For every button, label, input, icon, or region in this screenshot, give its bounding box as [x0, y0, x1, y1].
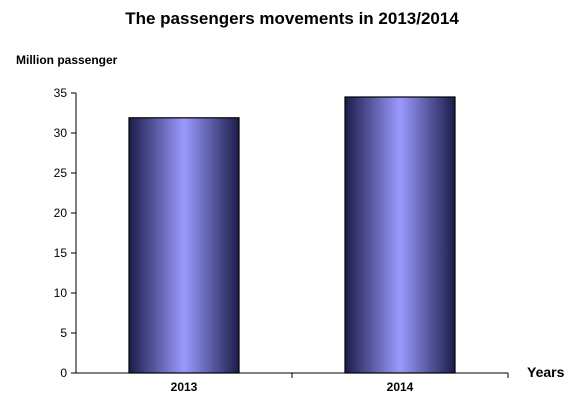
y-tick-label: 20 — [54, 206, 68, 220]
bar-2014 — [344, 96, 456, 374]
plot-area: 0 5 10 15 20 25 30 35 2013 2014 — [54, 86, 509, 394]
x-tick-label-2014: 2014 — [387, 380, 414, 394]
y-tick-label: 35 — [54, 86, 68, 100]
bar-2013 — [128, 117, 240, 374]
y-tick-label: 15 — [54, 246, 68, 260]
x-axis-label: Years — [527, 364, 565, 380]
y-axis-label: Million passenger — [16, 53, 118, 67]
y-tick-label: 25 — [54, 166, 68, 180]
y-tick-label: 10 — [54, 286, 68, 300]
y-tick-label: 0 — [60, 366, 67, 380]
chart-title: The passengers movements in 2013/2014 — [125, 9, 459, 28]
y-tick-label: 30 — [54, 126, 68, 140]
x-tick-label-2013: 2013 — [171, 380, 198, 394]
y-tick-label: 5 — [60, 326, 67, 340]
